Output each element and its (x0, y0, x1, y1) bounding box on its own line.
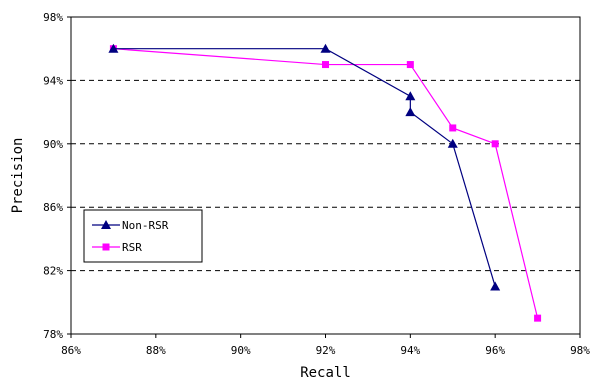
data-point-triangle (108, 43, 119, 53)
x-tick-label: 98% (570, 344, 590, 357)
legend: Non-RSR RSR (83, 209, 203, 263)
x-tick-label: 88% (146, 344, 166, 357)
y-tick-label: 90% (43, 138, 63, 151)
x-tick-label: 92% (316, 344, 336, 357)
y-tick-label: 98% (43, 11, 63, 24)
legend-box (83, 209, 203, 263)
legend-label: Non-RSR (122, 219, 169, 232)
x-tick-label: 90% (231, 344, 251, 357)
y-tick-label: 86% (43, 201, 63, 214)
series-non-rsr (108, 43, 501, 291)
series-line (113, 48, 539, 319)
x-tick-label: 96% (485, 344, 505, 357)
x-axis-title: Recall (300, 365, 351, 381)
gridlines (71, 79, 580, 272)
data-point-triangle (320, 43, 331, 53)
data-point-square (534, 314, 542, 322)
data-point-triangle (101, 220, 111, 229)
y-tick-label: 78% (43, 328, 63, 341)
data-point-square (322, 61, 329, 69)
data-point-triangle (405, 91, 416, 101)
x-tick-label: 86% (61, 344, 81, 357)
data-point-triangle (447, 138, 458, 148)
data-point-square (406, 61, 414, 69)
legend-item: RSR (92, 241, 142, 254)
x-tick-label: 94% (400, 344, 420, 357)
data-point-square (449, 124, 457, 132)
y-tick-label: 94% (43, 74, 63, 87)
axis-ticks: 78% 82% 86% 90% 94% 98% 86% 88% 90% 92% 94% 96% 98% (43, 11, 590, 357)
data-point-triangle (490, 281, 501, 291)
legend-item: Non-RSR (92, 219, 169, 232)
series-line (113, 48, 496, 287)
y-tick-label: 82% (43, 265, 63, 278)
series-layer (108, 43, 542, 322)
data-point-square (102, 243, 110, 251)
legend-label: RSR (122, 241, 142, 254)
y-axis-title: Precision (10, 138, 26, 214)
data-point-square (491, 140, 499, 148)
data-point-triangle (405, 107, 416, 117)
